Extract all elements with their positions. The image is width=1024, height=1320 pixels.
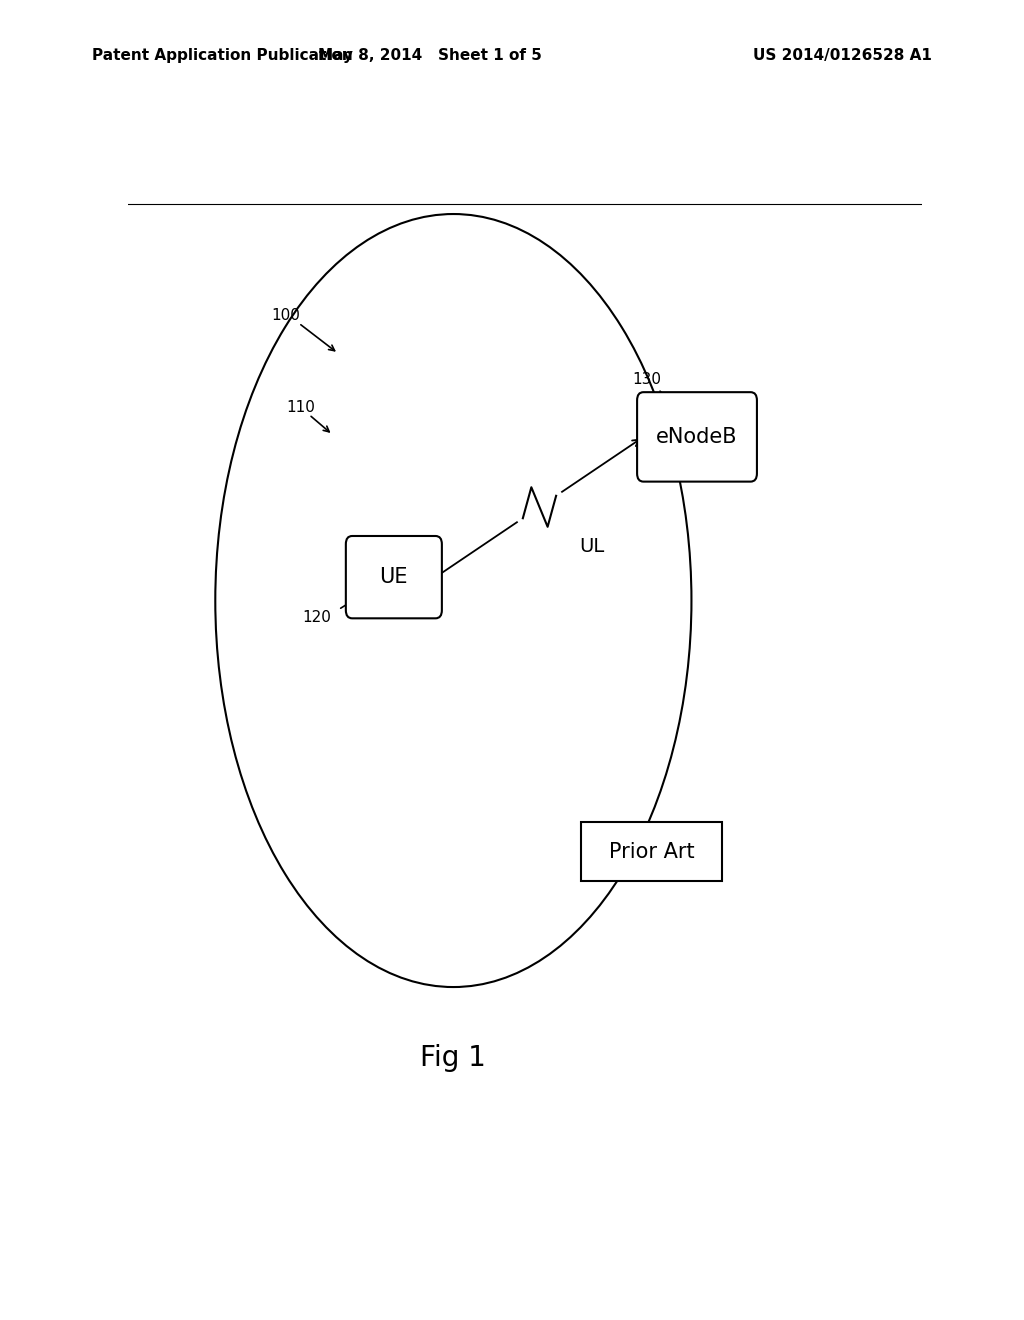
- Text: 130: 130: [632, 372, 660, 388]
- Text: May 8, 2014   Sheet 1 of 5: May 8, 2014 Sheet 1 of 5: [318, 48, 542, 62]
- Text: 100: 100: [270, 309, 300, 323]
- Text: 110: 110: [287, 400, 315, 414]
- Text: UL: UL: [579, 537, 604, 556]
- Text: Prior Art: Prior Art: [609, 842, 694, 862]
- Text: eNodeB: eNodeB: [656, 426, 737, 447]
- Text: US 2014/0126528 A1: US 2014/0126528 A1: [753, 48, 932, 62]
- Text: UE: UE: [380, 568, 409, 587]
- Text: Fig 1: Fig 1: [421, 1044, 486, 1072]
- Text: Patent Application Publication: Patent Application Publication: [92, 48, 353, 62]
- Bar: [582, 822, 722, 880]
- FancyBboxPatch shape: [346, 536, 442, 618]
- Text: 120: 120: [303, 610, 332, 626]
- FancyBboxPatch shape: [637, 392, 757, 482]
